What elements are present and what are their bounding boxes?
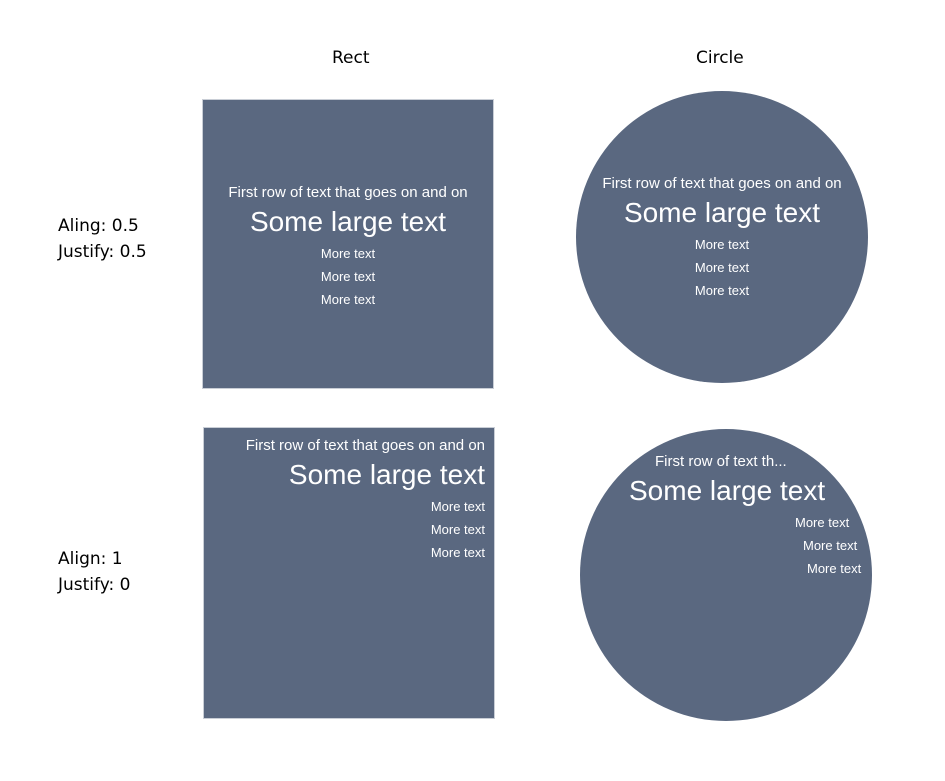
row-label-center: Aling: 0.5 Justify: 0.5 xyxy=(58,213,147,265)
rect-shape-centered: First row of text that goes on and on So… xyxy=(202,99,494,389)
first-row-text: First row of text that goes on and on xyxy=(245,437,485,454)
first-row-text: First row of text th... xyxy=(655,453,787,470)
align-label: Aling: 0.5 xyxy=(58,216,139,236)
justify-label: Justify: 0.5 xyxy=(58,242,147,262)
rect-column-header: Rect xyxy=(332,48,370,68)
more-text: More text xyxy=(320,292,376,307)
more-text: More text xyxy=(694,260,750,275)
large-text: Some large text xyxy=(629,475,826,506)
circle-shape-centered: First row of text that goes on and on So… xyxy=(576,91,868,383)
first-row-text: First row of text that goes on and on xyxy=(228,184,468,201)
more-text: More text xyxy=(320,269,376,284)
more-text: More text xyxy=(430,545,485,560)
large-text: Some large text xyxy=(288,459,485,490)
circle-shape-right-aligned: First row of text th... Some large text … xyxy=(580,429,872,721)
more-text: More text xyxy=(320,246,376,261)
justify-label: Justify: 0 xyxy=(58,575,131,595)
rect-shape-right-aligned: First row of text that goes on and on So… xyxy=(203,427,495,719)
more-text: More text xyxy=(795,515,850,530)
align-label: Align: 1 xyxy=(58,549,123,569)
circle-column-header: Circle xyxy=(696,48,744,68)
first-row-text: First row of text that goes on and on xyxy=(602,175,842,192)
more-text: More text xyxy=(430,522,485,537)
more-text: More text xyxy=(430,499,485,514)
more-text: More text xyxy=(807,561,862,576)
large-text: Some large text xyxy=(249,206,447,237)
more-text: More text xyxy=(694,283,750,298)
large-text: Some large text xyxy=(623,197,821,228)
more-text: More text xyxy=(803,538,858,553)
row-label-right: Align: 1 Justify: 0 xyxy=(58,546,131,598)
more-text: More text xyxy=(694,237,750,252)
